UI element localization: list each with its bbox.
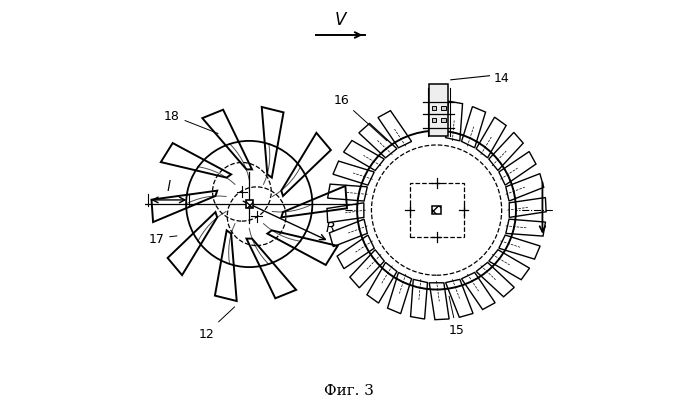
Circle shape bbox=[357, 131, 516, 290]
Text: 17: 17 bbox=[148, 232, 177, 245]
Text: 16: 16 bbox=[334, 94, 387, 142]
Text: Фиг. 3: Фиг. 3 bbox=[324, 384, 374, 398]
Text: $V$: $V$ bbox=[334, 11, 348, 29]
Bar bbox=[431, 119, 436, 123]
Bar bbox=[433, 207, 440, 215]
Text: $l$: $l$ bbox=[166, 178, 172, 193]
Bar bbox=[410, 184, 463, 238]
Bar bbox=[246, 201, 253, 208]
Bar bbox=[431, 106, 436, 110]
Text: $R$: $R$ bbox=[325, 220, 336, 235]
Bar bbox=[441, 119, 445, 123]
Bar bbox=[441, 106, 445, 110]
Text: 14: 14 bbox=[493, 72, 510, 85]
Text: 12: 12 bbox=[199, 307, 235, 340]
Text: 15: 15 bbox=[448, 297, 464, 336]
Text: 18: 18 bbox=[164, 110, 218, 134]
Bar bbox=[429, 85, 447, 137]
